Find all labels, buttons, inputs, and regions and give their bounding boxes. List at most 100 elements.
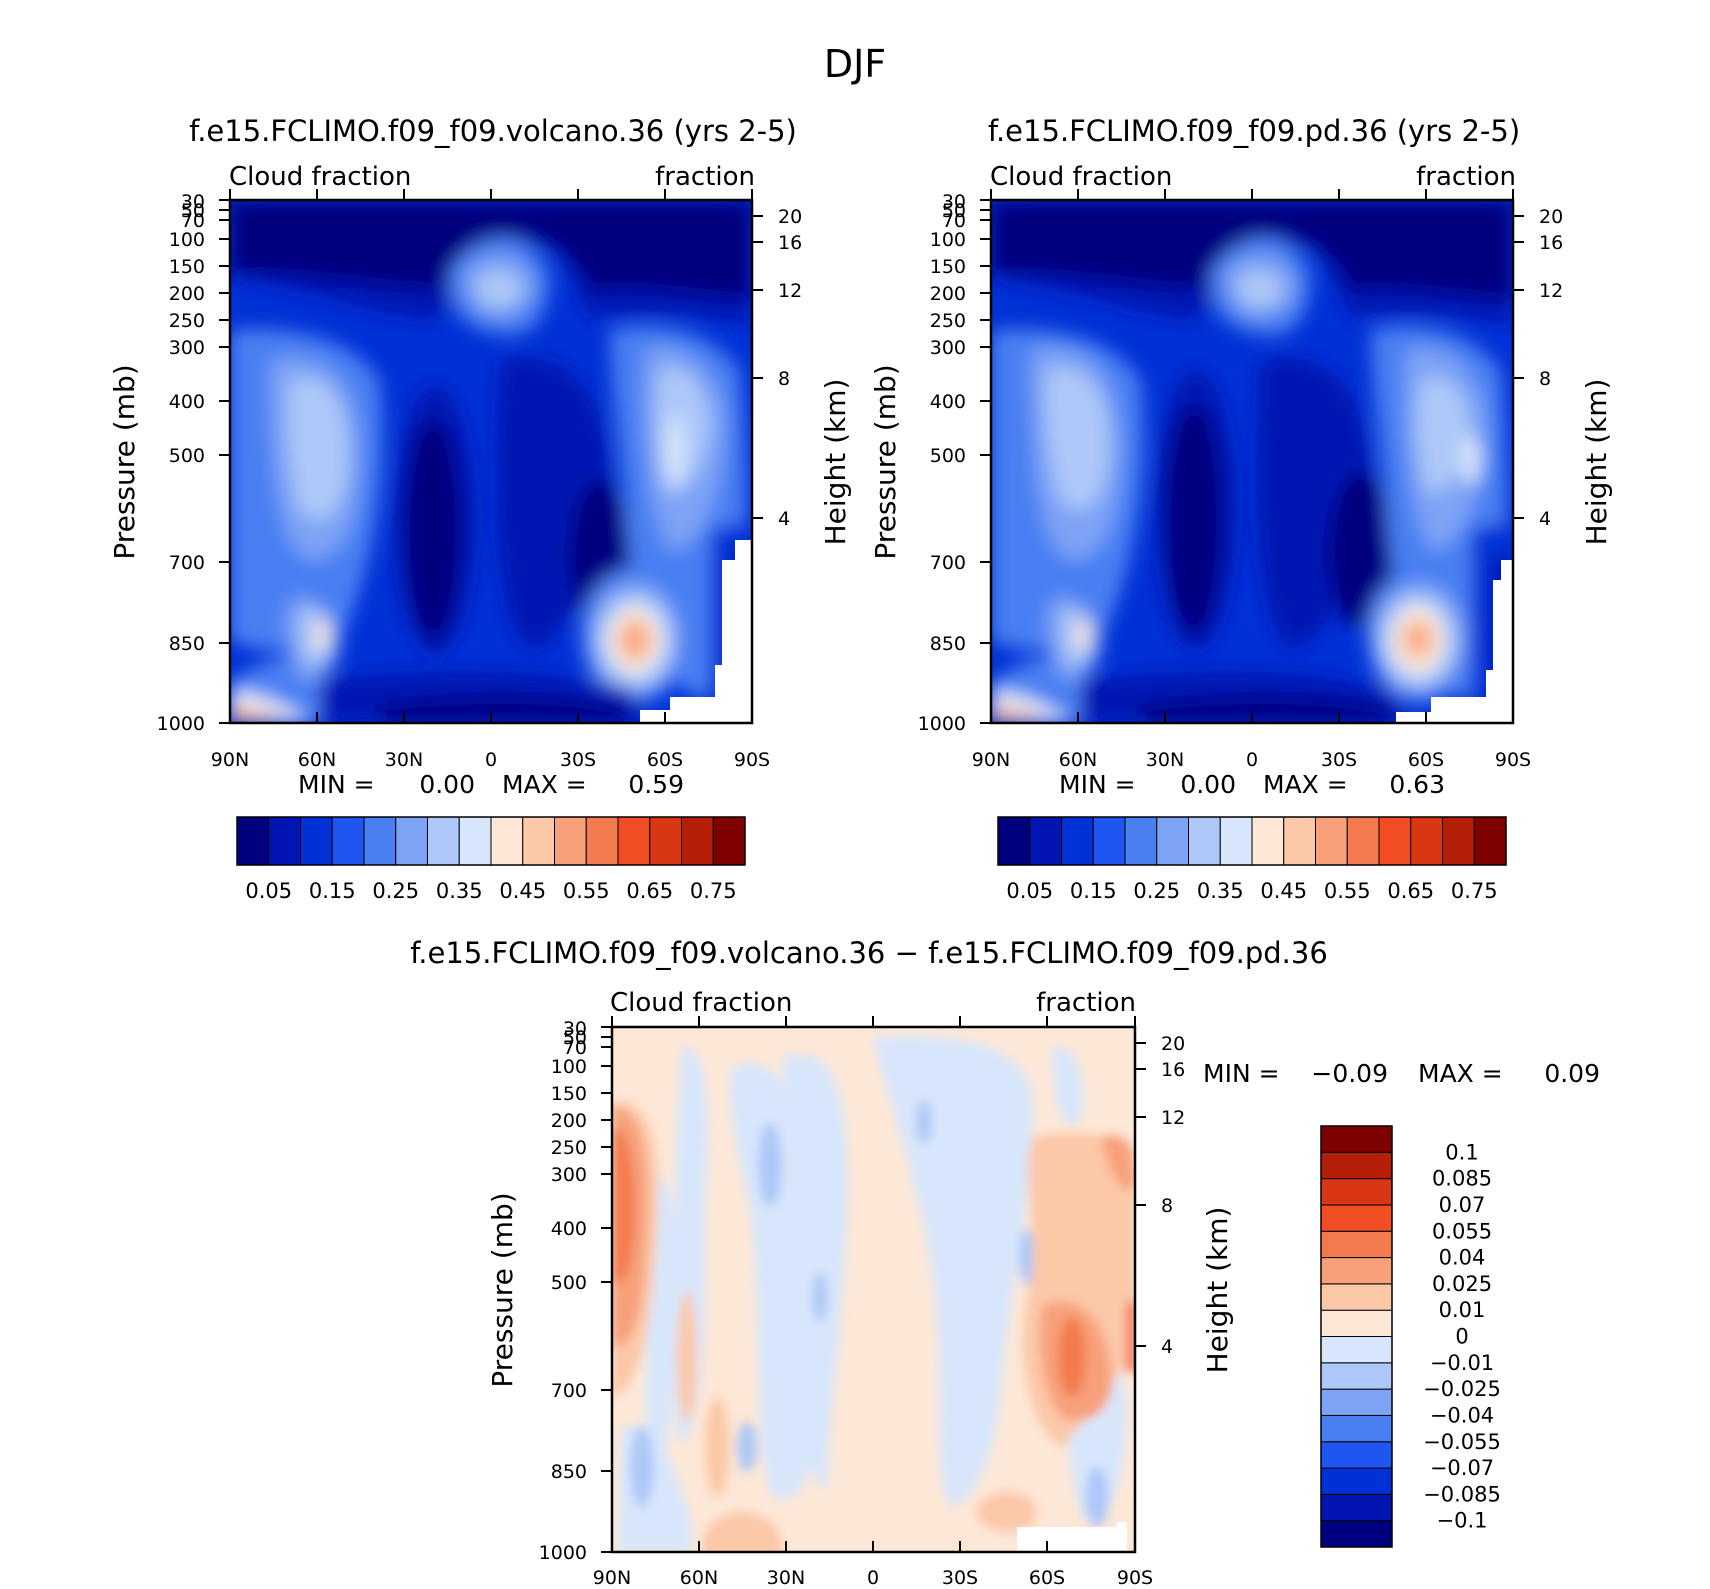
height-tick-label: 12 bbox=[1161, 1107, 1185, 1129]
colorbar: 0.05 0.15 0.25 0.35 0.45 0.55 0.65 0.75 bbox=[236, 816, 746, 903]
colorbar-label: 0.75 bbox=[1451, 879, 1498, 903]
colorbar-cell bbox=[395, 816, 428, 866]
max-value: 0.59 bbox=[628, 770, 684, 799]
x-tick-label: 0 bbox=[867, 1567, 879, 1589]
colorbar-cell bbox=[1320, 1520, 1393, 1548]
height-axis-title: Height (km) bbox=[1580, 379, 1613, 546]
y-tick-label: 700 bbox=[169, 552, 205, 574]
y-tick-label: 300 bbox=[169, 337, 205, 359]
height-tick-label: 16 bbox=[778, 232, 802, 254]
height-tick-label: 20 bbox=[778, 206, 802, 228]
colorbar-label: 0.65 bbox=[1387, 879, 1434, 903]
x-tick-label: 90N bbox=[211, 749, 249, 771]
y-tick-label: 70 bbox=[942, 210, 966, 232]
min-value: 0.00 bbox=[1180, 770, 1236, 799]
colorbar-cell bbox=[268, 816, 301, 866]
height-tick-label: 8 bbox=[1161, 1195, 1173, 1217]
height-axis-title: Height (km) bbox=[819, 379, 852, 546]
y-tick-label: 850 bbox=[169, 633, 205, 655]
y-tick-label: 100 bbox=[551, 1056, 587, 1078]
height-tick-label: 12 bbox=[1539, 280, 1563, 302]
x-tick-label: 0 bbox=[485, 749, 497, 771]
max-value: 0.09 bbox=[1544, 1059, 1600, 1088]
colorbar-cell bbox=[1029, 816, 1062, 866]
colorbar-label: −0.1 bbox=[1437, 1509, 1488, 1533]
height-tick-label: 4 bbox=[1539, 508, 1551, 530]
y-tick-label: 200 bbox=[169, 283, 205, 305]
y-tick-label: 70 bbox=[563, 1037, 587, 1059]
contour-field bbox=[991, 200, 1513, 723]
y-tick-label: 700 bbox=[930, 552, 966, 574]
panel-title: f.e15.FCLIMO.f09_f09.pd.36 (yrs 2-5) bbox=[988, 114, 1520, 148]
height-axis: 20 16 12 8 4 Height (km) bbox=[1135, 1033, 1234, 1373]
colorbar-cell bbox=[1283, 816, 1316, 866]
max-label: MAX = bbox=[1418, 1059, 1503, 1088]
y-tick-label: 250 bbox=[930, 310, 966, 332]
colorbar-label: 0.25 bbox=[1133, 879, 1180, 903]
y-tick-label: 700 bbox=[551, 1380, 587, 1402]
y-tick-label: 100 bbox=[169, 229, 205, 251]
x-tick-label: 60N bbox=[298, 749, 336, 771]
y-tick-label: 30 bbox=[563, 1018, 587, 1040]
y-tick-label: 300 bbox=[930, 337, 966, 359]
colorbar-label: −0.055 bbox=[1423, 1430, 1501, 1454]
y-tick-label: 400 bbox=[551, 1218, 587, 1240]
colorbar-label: 0.055 bbox=[1432, 1219, 1492, 1243]
x-tick-label: 60S bbox=[1029, 1567, 1065, 1589]
contour-field bbox=[612, 1027, 1135, 1552]
colorbar-cell bbox=[1320, 1151, 1393, 1180]
y-tick-label: 30 bbox=[181, 191, 205, 213]
colorbar-cell bbox=[300, 816, 333, 866]
max-value: 0.63 bbox=[1389, 770, 1445, 799]
y-tick-label: 500 bbox=[551, 1272, 587, 1294]
x-tick-label: 90S bbox=[1495, 749, 1531, 771]
colorbar-label: 0.05 bbox=[1006, 879, 1053, 903]
x-tick-label: 90S bbox=[734, 749, 770, 771]
colorbar-label: 0.65 bbox=[626, 879, 673, 903]
y-tick-label: 50 bbox=[181, 200, 205, 222]
panel-title: f.e15.FCLIMO.f09_f09.volcano.36 − f.e15.… bbox=[410, 936, 1328, 970]
left-label: Cloud fraction bbox=[229, 162, 411, 192]
min-label: MIN = bbox=[1203, 1059, 1280, 1088]
x-tick-label: 30S bbox=[560, 749, 596, 771]
contour-field bbox=[230, 200, 752, 723]
colorbar-cell bbox=[1320, 1336, 1393, 1364]
colorbar-label: −0.04 bbox=[1430, 1403, 1494, 1427]
y-tick-label: 300 bbox=[551, 1164, 587, 1186]
colorbar-cell bbox=[712, 816, 746, 866]
y-tick-label: 500 bbox=[930, 445, 966, 467]
min-max-stats: MIN = 0.00 MAX = 0.59 bbox=[298, 770, 684, 799]
height-axis: 20 16 12 8 4 Height (km) bbox=[1513, 206, 1613, 545]
y-tick-label: 30 bbox=[942, 191, 966, 213]
y-axis: 30 50 70 100 150 200 250 300 400 500 700… bbox=[869, 191, 991, 735]
colorbar-cell bbox=[1410, 816, 1443, 866]
x-tick-label: 30N bbox=[385, 749, 423, 771]
colorbar-label: 0.01 bbox=[1439, 1298, 1486, 1322]
y-axis: 30 50 70 100 150 200 250 300 400 500 700… bbox=[108, 191, 230, 735]
y-tick-label: 200 bbox=[930, 283, 966, 305]
colorbar-cell bbox=[1442, 816, 1475, 866]
y-axis-title: Pressure (mb) bbox=[108, 364, 141, 559]
y-tick-label: 850 bbox=[551, 1461, 587, 1483]
colorbar: 0.10.0850.070.0550.040.0250.010−0.01−0.0… bbox=[1320, 1125, 1501, 1548]
colorbar-cell bbox=[1320, 1467, 1393, 1495]
colorbar-cell bbox=[331, 816, 365, 866]
colorbar-label: 0.025 bbox=[1432, 1272, 1492, 1296]
colorbar: 0.05 0.15 0.25 0.35 0.45 0.55 0.65 0.75 bbox=[997, 816, 1507, 903]
x-tick-label: 90S bbox=[1117, 1567, 1153, 1589]
x-tick-label: 90N bbox=[593, 1567, 631, 1589]
colorbar-cell bbox=[1320, 1414, 1393, 1443]
colorbar-label: 0 bbox=[1455, 1325, 1468, 1349]
colorbar-cell bbox=[490, 816, 524, 866]
colorbar-cell bbox=[1320, 1441, 1393, 1469]
figure-title: DJF bbox=[824, 42, 886, 86]
colorbar-cell bbox=[1378, 816, 1412, 866]
y-tick-label: 500 bbox=[169, 445, 205, 467]
y-tick-label: 70 bbox=[181, 210, 205, 232]
colorbar-label: 0.04 bbox=[1439, 1246, 1486, 1270]
y-tick-label: 400 bbox=[169, 391, 205, 413]
colorbar-cell bbox=[1188, 816, 1221, 866]
colorbar-cell bbox=[1320, 1125, 1393, 1153]
y-tick-label: 150 bbox=[930, 256, 966, 278]
min-value: 0.00 bbox=[419, 770, 475, 799]
